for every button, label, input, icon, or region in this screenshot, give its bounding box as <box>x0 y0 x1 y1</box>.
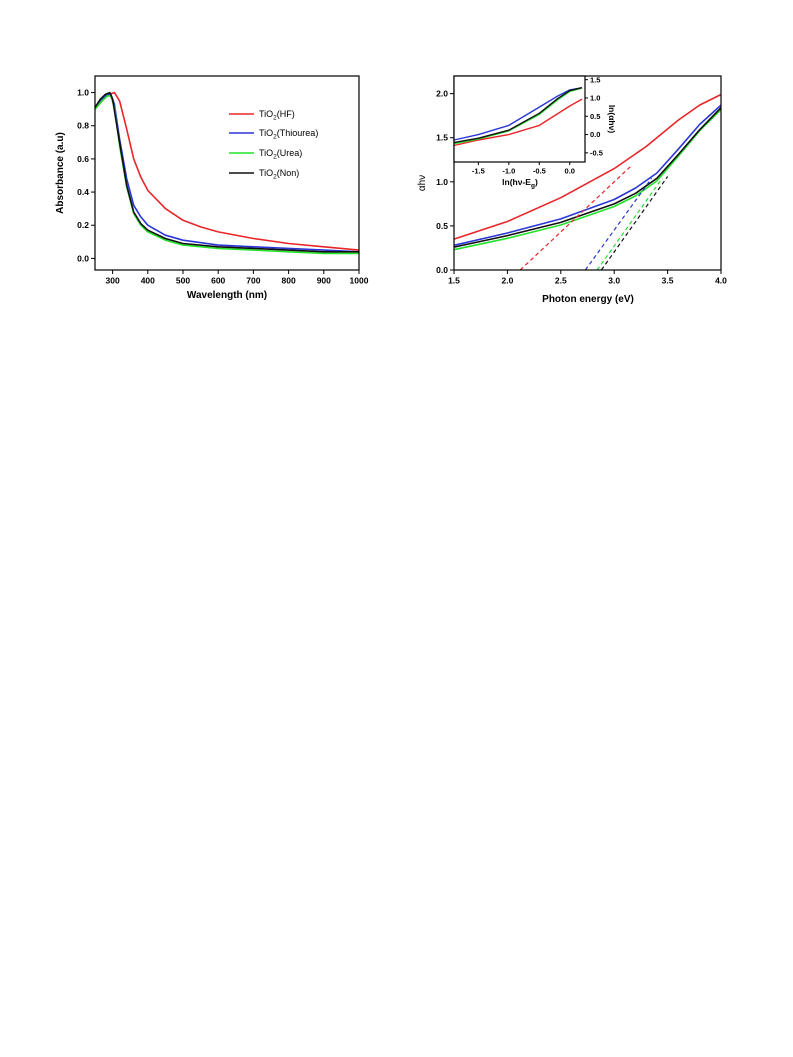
inset-y-axis-label: ln(αhν) <box>607 105 617 134</box>
inset-series-line-0 <box>453 98 583 147</box>
inset-frame <box>453 75 586 163</box>
absorbance-legend: TiO2(HF) TiO2(Thiourea) TiO2(Urea) TiO2(… <box>229 109 318 181</box>
absorbance-chart: 300 400 500 600 700 800 900 1000 0.00.20.40.60.… <box>55 75 369 301</box>
absorbance-x-tick-label: 800 <box>282 276 296 286</box>
tauc-x-tick-label: 2.5 <box>555 276 567 286</box>
legend-entry-non: TiO2(Non) <box>229 168 299 181</box>
inset-x-tick-label: 0.0 <box>565 167 575 176</box>
absorbance-x-ticks: 300 400 500 600 700 800 900 1000 <box>106 270 369 286</box>
tauc-inset: -1.5 -1.0 -0.5 0.0 -0.5 0.0 0.5 1.0 1.5 ln(hν-E… <box>453 75 617 190</box>
legend-entry-thiourea: TiO2(Thiourea) <box>229 128 318 141</box>
tauc-x-tick-label: 2.0 <box>501 276 513 286</box>
inset-x-tick-label: -0.5 <box>533 167 546 176</box>
legend-label-thiourea: TiO2(Thiourea) <box>259 128 318 141</box>
legend-label-urea: TiO2(Urea) <box>259 148 302 161</box>
tauc-extrapolation-group <box>519 166 669 271</box>
absorbance-x-tick-label: 300 <box>106 276 120 286</box>
absorbance-x-tick-label: 600 <box>211 276 225 286</box>
inset-series-line-3 <box>453 87 583 144</box>
tauc-y-tick-label: 0.0 <box>436 265 448 275</box>
absorbance-series-line-2 <box>94 95 359 255</box>
absorbance-y-tick-label: 0.2 <box>77 220 89 230</box>
absorbance-y-tick-label: 0.4 <box>77 187 89 197</box>
inset-y-tick-label: 1.0 <box>590 94 600 103</box>
tauc-y-tick-label: 1.0 <box>436 177 448 187</box>
tauc-chart: 1.5 2.0 2.5 3.0 3.5 4.0 0.0 0.5 1.0 1.5 2.0 Photo… <box>417 75 727 305</box>
absorbance-x-axis-label: Wavelength (nm) <box>187 290 267 301</box>
absorbance-y-tick-label: 0.8 <box>77 121 89 131</box>
absorbance-x-tick-label: 1000 <box>350 276 369 286</box>
absorbance-x-tick-label: 400 <box>141 276 155 286</box>
inset-y-tick-label: 0.0 <box>590 130 600 139</box>
inset-y-ticks: -0.5 0.0 0.5 1.0 1.5 <box>585 75 603 157</box>
tauc-x-ticks: 1.5 2.0 2.5 3.0 3.5 4.0 <box>448 270 727 286</box>
tauc-x-tick-label: 4.0 <box>715 276 727 286</box>
tauc-x-tick-label: 3.5 <box>662 276 674 286</box>
tauc-y-axis-label: αhν <box>417 175 428 191</box>
tauc-series-line-1 <box>453 104 722 247</box>
inset-x-tick-label: -1.5 <box>472 167 485 176</box>
absorbance-y-ticks: 0.0 0.2 0.4 0.6 0.8 1.0 <box>77 88 95 263</box>
tauc-series-line-0 <box>453 93 722 240</box>
inset-y-tick-label: 0.5 <box>590 112 600 121</box>
tauc-y-tick-label: 1.5 <box>436 133 448 143</box>
inset-x-tick-label: -1.0 <box>502 167 515 176</box>
absorbance-y-tick-label: 1.0 <box>77 88 89 98</box>
absorbance-series-group <box>94 91 360 255</box>
tauc-plot-frame <box>453 75 722 271</box>
inset-x-axis-label: ln(hν-Eg) <box>502 177 538 190</box>
tauc-y-tick-label: 0.5 <box>436 221 448 231</box>
absorbance-y-axis-label: Absorbance (a.u) <box>55 132 66 214</box>
inset-series-group <box>453 87 583 147</box>
tauc-extrapolation-line-3 <box>600 176 669 271</box>
absorbance-y-tick-label: 0.0 <box>77 253 89 263</box>
tauc-x-tick-label: 3.0 <box>608 276 620 286</box>
inset-x-ticks: -1.5 -1.0 -0.5 0.0 <box>472 162 575 176</box>
absorbance-series-line-0 <box>94 91 360 251</box>
inset-y-tick-label: 1.5 <box>590 75 600 84</box>
tauc-series-line-3 <box>453 107 722 248</box>
inset-y-tick-label: -0.5 <box>590 148 603 157</box>
tauc-extrapolation-line-2 <box>596 177 663 271</box>
absorbance-plot-frame <box>94 75 360 271</box>
tauc-x-axis-label: Photon energy (eV) <box>542 294 634 305</box>
absorbance-x-tick-label: 700 <box>246 276 260 286</box>
absorbance-x-tick-label: 900 <box>317 276 331 286</box>
legend-entry-urea: TiO2(Urea) <box>229 148 302 161</box>
tauc-series-group <box>453 93 722 251</box>
tauc-extrapolation-line-1 <box>584 177 653 271</box>
tauc-y-ticks: 0.0 0.5 1.0 1.5 2.0 <box>436 89 454 275</box>
tauc-x-tick-label: 1.5 <box>448 276 460 286</box>
absorbance-x-tick-label: 500 <box>176 276 190 286</box>
absorbance-series-line-3 <box>94 91 359 253</box>
absorbance-series-line-1 <box>94 93 360 253</box>
legend-label-hf: TiO2(HF) <box>259 109 295 122</box>
legend-label-non: TiO2(Non) <box>259 168 299 181</box>
legend-entry-hf: TiO2(HF) <box>229 109 295 122</box>
absorbance-y-tick-label: 0.6 <box>77 154 89 164</box>
tauc-y-tick-label: 2.0 <box>436 89 448 99</box>
